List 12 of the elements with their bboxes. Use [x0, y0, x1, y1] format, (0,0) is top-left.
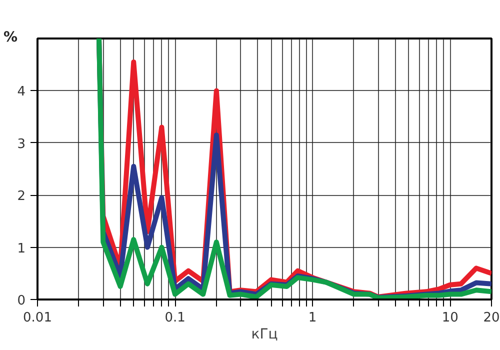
x-tick-label: 1: [308, 310, 317, 326]
x-tick-label: 0.01: [23, 310, 52, 326]
y-tick-label: 2: [17, 189, 26, 204]
x-tick-label: 20: [483, 310, 500, 326]
y-tick-label: 0: [17, 294, 26, 308]
x-tick-label: 10: [442, 310, 458, 326]
x-axis-title: кГц: [251, 326, 278, 342]
y-tick-label: 4: [17, 84, 26, 100]
y-tick-label: 1: [17, 241, 26, 256]
y-axis-title: %: [4, 30, 18, 46]
x-tick-label: 0.1: [164, 310, 186, 326]
y-tick-label: 3: [17, 136, 26, 152]
